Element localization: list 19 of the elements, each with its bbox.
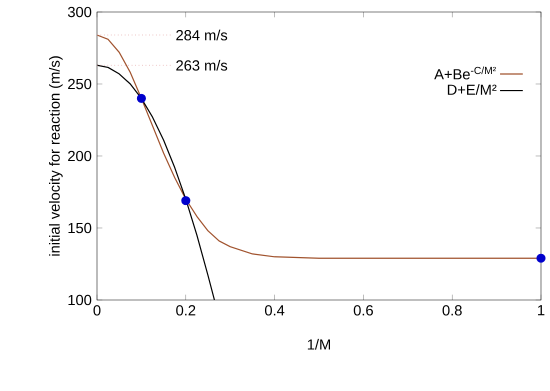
ref-line-label: 284 m/s — [176, 30, 228, 40]
y-tick-label: 250 — [68, 78, 92, 90]
x-tick-label: 0.2 — [176, 305, 196, 316]
ref-line-label: 263 m/s — [176, 60, 228, 71]
x-axis-title: 1/M — [308, 338, 330, 350]
y-tick-label: 150 — [68, 222, 92, 234]
y-tick-label: 200 — [68, 150, 92, 162]
x-tick-label: 1 — [538, 305, 544, 316]
x-tick-label: 0.4 — [264, 305, 284, 316]
x-tick-label: 0.6 — [354, 305, 373, 316]
point — [181, 196, 190, 206]
x-tick-label: 0 — [93, 305, 100, 316]
y-tick-label: 300 — [68, 6, 92, 18]
point — [136, 94, 146, 103]
legend-label: D+E/M² — [448, 84, 496, 95]
y-tick-label: 100 — [68, 294, 92, 306]
x-tick-label: 0.8 — [442, 305, 462, 316]
legend-label: A+Be$^{-C/M²}$ — [434, 66, 496, 80]
y-axis-title: initial velocity for reaction (m/s) — [49, 56, 63, 256]
